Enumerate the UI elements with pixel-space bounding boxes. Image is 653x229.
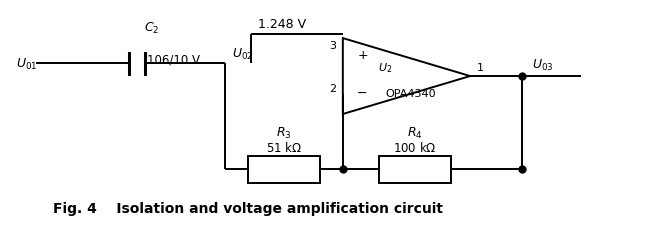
Text: $U_{02}$: $U_{02}$ [232, 47, 253, 62]
Text: $R_3$: $R_3$ [276, 125, 292, 140]
Text: 3: 3 [329, 41, 336, 51]
Text: $C_2$: $C_2$ [144, 20, 159, 35]
Text: 2: 2 [329, 83, 336, 93]
Text: $U_{03}$: $U_{03}$ [532, 58, 554, 73]
Text: −: − [357, 86, 368, 99]
Text: 51 k$\Omega$: 51 k$\Omega$ [266, 140, 302, 154]
Bar [379, 156, 451, 183]
Text: +: + [357, 49, 368, 61]
Text: $R_4$: $R_4$ [407, 125, 422, 140]
Text: Fig. 4    Isolation and voltage amplification circuit: Fig. 4 Isolation and voltage amplificati… [53, 202, 443, 215]
Text: $U_2$: $U_2$ [378, 61, 392, 74]
Text: OPA4340: OPA4340 [385, 89, 436, 99]
Bar [248, 156, 320, 183]
Text: 1: 1 [477, 63, 484, 73]
Text: 100 k$\Omega$: 100 k$\Omega$ [393, 140, 436, 154]
Text: 1.248 V: 1.248 V [258, 18, 306, 31]
Text: $U_{01}$: $U_{01}$ [16, 57, 38, 72]
Text: 106/10 V: 106/10 V [147, 53, 200, 66]
